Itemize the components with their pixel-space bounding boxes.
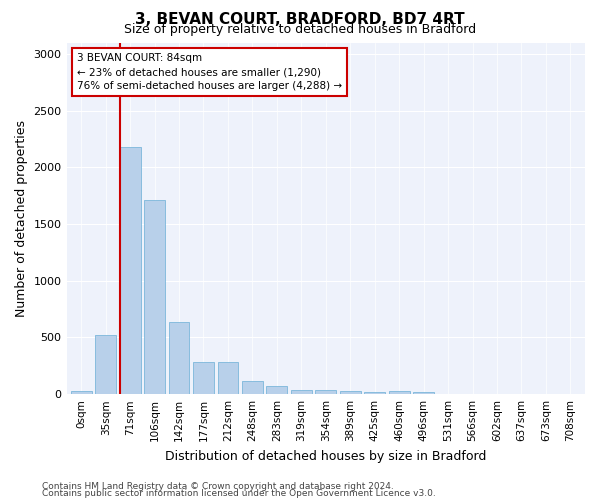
Bar (291, 390, 312, 394)
Bar (218, 362, 238, 394)
X-axis label: Distribution of detached houses by size in Bradford: Distribution of detached houses by size … (165, 450, 487, 462)
Bar (389, 392, 410, 394)
Bar (71, 391, 92, 394)
Text: 3, BEVAN COURT, BRADFORD, BD7 4RT: 3, BEVAN COURT, BRADFORD, BD7 4RT (135, 12, 465, 28)
Bar (169, 322, 190, 394)
Bar (316, 390, 336, 394)
Bar (266, 386, 287, 394)
Text: 3 BEVAN COURT: 84sqm
← 23% of detached houses are smaller (1,290)
76% of semi-de: 3 BEVAN COURT: 84sqm ← 23% of detached h… (77, 53, 342, 91)
Bar (242, 380, 263, 394)
Y-axis label: Number of detached properties: Number of detached properties (15, 120, 28, 317)
Bar (193, 362, 214, 394)
Text: Size of property relative to detached houses in Bradford: Size of property relative to detached ho… (124, 22, 476, 36)
Bar (144, 200, 165, 394)
Bar (120, 147, 140, 394)
Bar (340, 392, 361, 394)
Bar (364, 392, 385, 394)
Text: Contains HM Land Registry data © Crown copyright and database right 2024.: Contains HM Land Registry data © Crown c… (42, 482, 394, 491)
Bar (95, 335, 116, 394)
Text: Contains public sector information licensed under the Open Government Licence v3: Contains public sector information licen… (42, 489, 436, 498)
Bar (413, 392, 434, 394)
